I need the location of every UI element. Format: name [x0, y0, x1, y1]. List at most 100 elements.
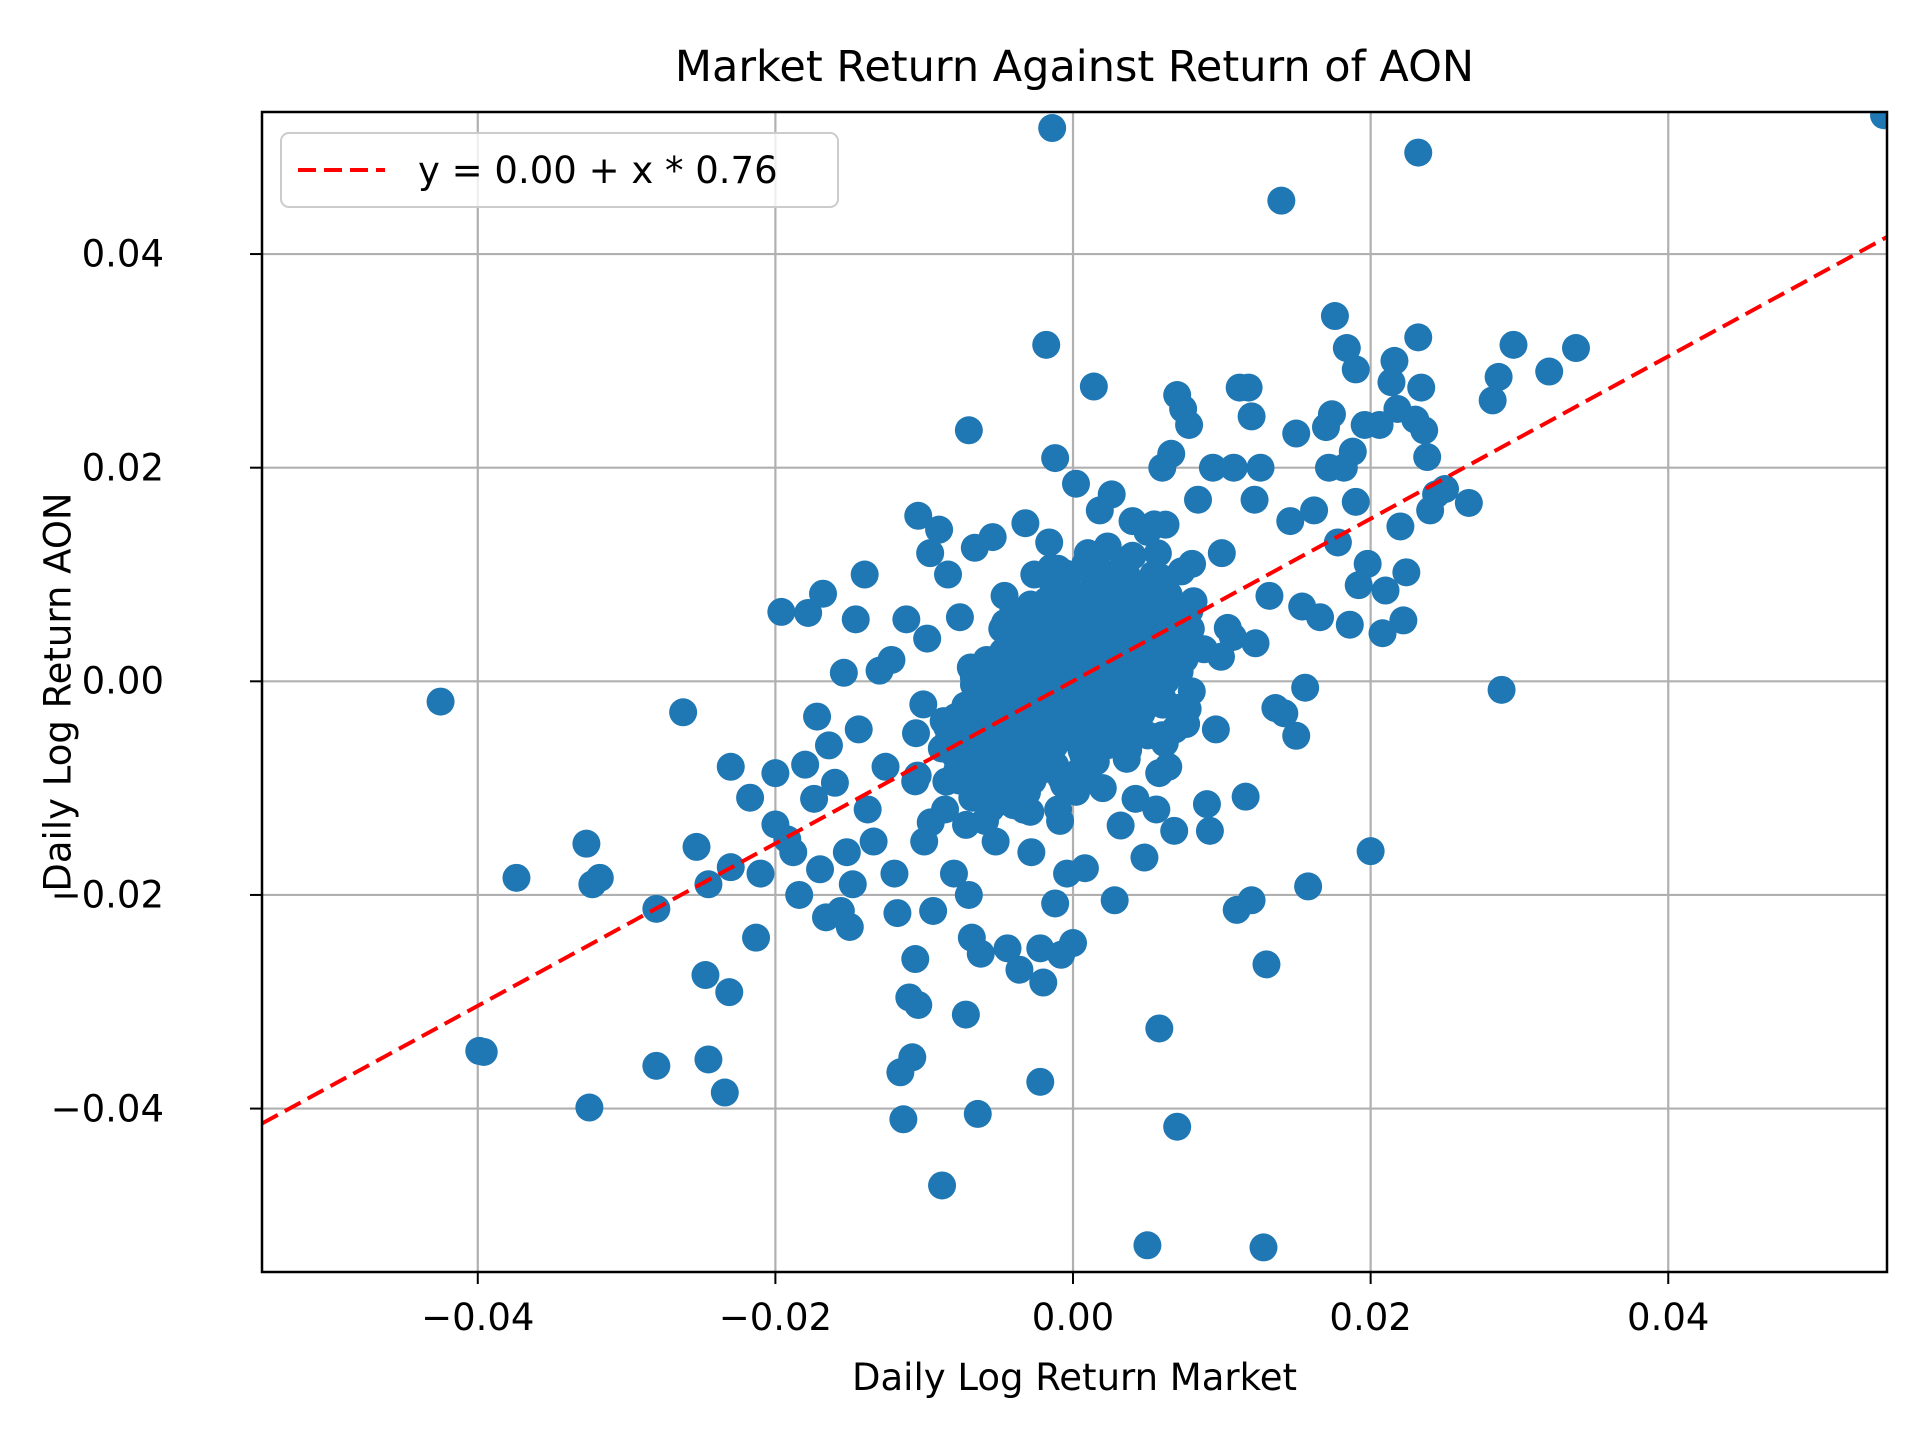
scatter-point — [951, 1000, 980, 1029]
scatter-point — [1026, 1067, 1055, 1096]
scatter-point — [1166, 603, 1195, 632]
scatter-point — [1276, 507, 1305, 536]
scatter-point — [1454, 488, 1483, 517]
scatter-point — [1267, 186, 1296, 215]
scatter-point — [1059, 929, 1088, 958]
scatter-point — [1142, 795, 1171, 824]
scatter-point-core — [1072, 705, 1101, 734]
scatter-point — [572, 829, 601, 858]
scatter-point — [1386, 512, 1415, 541]
scatter-point — [1365, 410, 1394, 439]
scatter-point — [1487, 675, 1516, 704]
scatter-point — [1032, 330, 1061, 359]
scatter-point — [1139, 560, 1168, 589]
scatter-point — [575, 1093, 604, 1122]
scatter-point — [1079, 372, 1108, 401]
scatter-point — [883, 899, 912, 928]
scatter-point — [794, 598, 823, 627]
scatter-point — [691, 961, 720, 990]
scatter-point — [585, 863, 614, 892]
scatter-point — [841, 605, 870, 634]
scatter-point — [910, 827, 939, 856]
scatter-point — [931, 795, 960, 824]
scatter-point — [939, 859, 968, 888]
scatter-point-core — [943, 756, 972, 785]
y-tick-label: 0.02 — [81, 446, 164, 490]
tick-marks — [250, 253, 1670, 1284]
scatter-point — [1097, 480, 1126, 509]
scatter-point-core — [1143, 539, 1172, 568]
scatter-point — [835, 912, 864, 941]
scatter-point — [1121, 784, 1150, 813]
scatter-point — [1356, 837, 1385, 866]
scatter-point — [904, 501, 933, 530]
scatter-point — [1184, 485, 1213, 514]
scatter-point — [1320, 302, 1349, 331]
scatter-point — [913, 624, 942, 653]
scatter-point — [880, 859, 909, 888]
scatter-point — [1100, 886, 1129, 915]
scatter-point — [1035, 528, 1064, 557]
scatter-point — [1023, 710, 1052, 739]
scatter-point — [1044, 795, 1073, 824]
scatter-point — [1371, 576, 1400, 605]
scatter-point — [1088, 774, 1117, 803]
scatter-point — [1219, 453, 1248, 482]
scatter-point — [850, 560, 879, 589]
x-tick-label: 0.02 — [1329, 1296, 1412, 1339]
scatter-point — [1082, 624, 1111, 653]
scatter-point — [814, 731, 843, 760]
scatter-point — [800, 784, 829, 813]
scatter-point — [669, 698, 698, 727]
scatter-point — [1404, 138, 1433, 167]
scatter-point — [746, 859, 775, 888]
scatter-point — [1317, 400, 1346, 429]
scatter-point — [1870, 112, 1887, 130]
scatter-point — [954, 416, 983, 445]
scatter-point — [1192, 790, 1221, 819]
scatter-point — [1246, 453, 1275, 482]
scatter-point — [1300, 496, 1329, 525]
scatter-point — [1130, 843, 1159, 872]
scatter-point — [1145, 1014, 1174, 1043]
scatter-point — [1109, 549, 1138, 578]
scatter-point — [1270, 699, 1299, 728]
fit-line — [262, 235, 1887, 1126]
scatter-point — [1478, 386, 1507, 415]
y-tick-label: 0.04 — [81, 232, 164, 276]
scatter-point — [502, 863, 531, 892]
scatter-point — [1064, 763, 1093, 792]
scatter-point-core — [1141, 672, 1170, 701]
regression-line — [262, 235, 1887, 1126]
scatter-point — [1282, 419, 1311, 448]
scatter-point — [1213, 613, 1242, 642]
scatter-point — [829, 658, 858, 687]
scatter-point — [1332, 334, 1361, 363]
scatter-point — [1124, 592, 1153, 621]
scatter-point — [806, 855, 835, 884]
scatter-point — [1291, 673, 1320, 702]
scatter-points — [426, 112, 1887, 1262]
scatter-point — [984, 699, 1013, 728]
scatter-point — [1172, 710, 1201, 739]
chart-title: Market Return Against Return of AON — [674, 42, 1475, 92]
scatter-point — [1431, 475, 1460, 504]
scatter-point — [892, 605, 921, 634]
scatter-point — [1189, 635, 1218, 664]
scatter-point — [469, 1037, 498, 1066]
scatter-point — [916, 539, 945, 568]
legend: y = 0.00 + x * 0.76 — [280, 132, 839, 208]
scatter-point — [710, 1078, 739, 1107]
scatter-point — [1234, 373, 1263, 402]
scatter-point-core — [1034, 593, 1063, 622]
y-tick-label: −0.02 — [50, 873, 164, 917]
scatter-point — [1231, 782, 1260, 811]
scatter-point — [859, 827, 888, 856]
scatter-point — [966, 939, 995, 968]
scatter-point — [919, 896, 948, 925]
scatter-point — [954, 880, 983, 909]
scatter-point — [1341, 355, 1370, 384]
scatter-point-core — [903, 761, 932, 790]
scatter-point — [779, 838, 808, 867]
scatter-point — [1255, 581, 1284, 610]
